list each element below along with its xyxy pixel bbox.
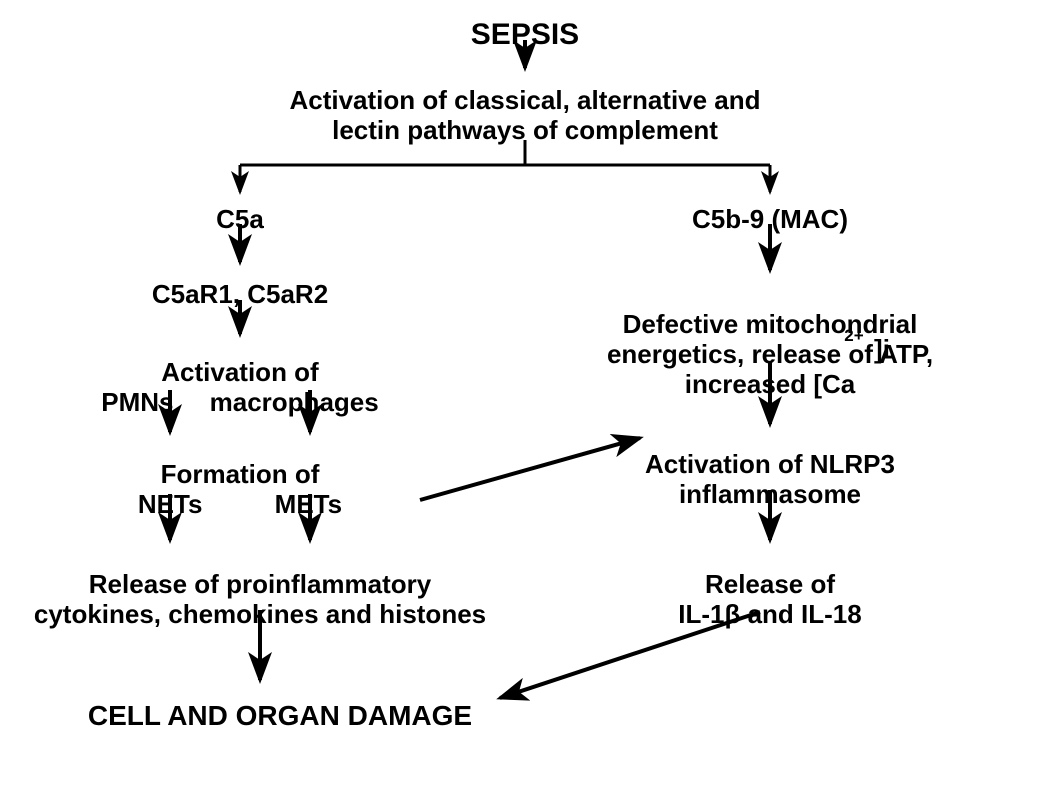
node-activation: Activation of classical, alternative and… [0, 86, 1050, 146]
node-nlrp3: Activation of NLRP3 inflammasome [245, 450, 1050, 510]
flowchart-stage: SEPSIS Activation of classical, alternati… [0, 0, 1050, 790]
node-damage: CELL AND ORGAN DAMAGE [0, 700, 805, 732]
node-sepsis: SEPSIS [0, 18, 1050, 53]
node-mac: C5b-9 (MAC) [245, 205, 1050, 235]
node-ca_close: ]i [357, 335, 1050, 365]
node-c5ar: C5aR1, C5aR2 [0, 280, 765, 310]
node-il: Release of IL-1β and IL-18 [245, 570, 1050, 630]
